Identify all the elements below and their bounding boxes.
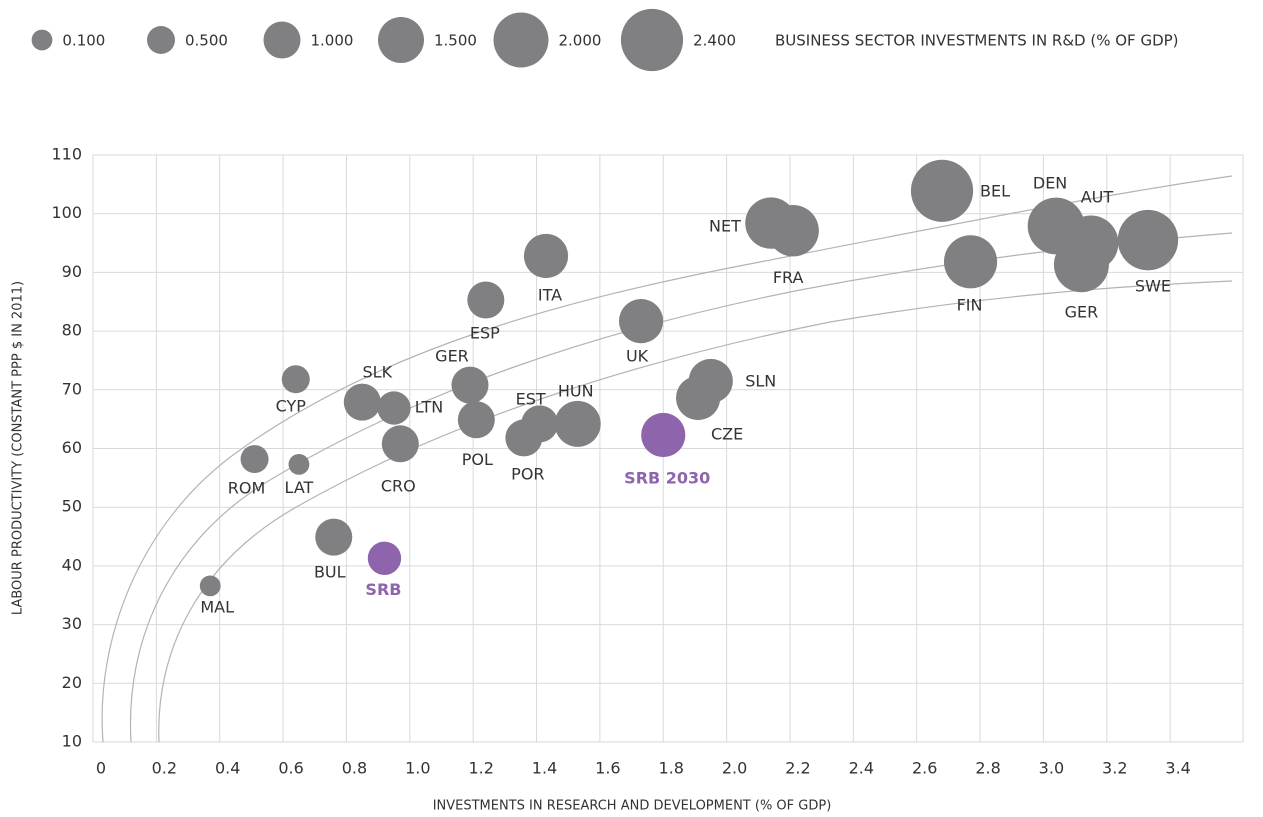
x-tick-label: 1.6 (595, 759, 620, 778)
bubble (315, 518, 353, 556)
size-legend-title: BUSINESS SECTOR INVESTMENTS IN R&D (% OF… (775, 32, 1179, 50)
bubble (240, 445, 269, 474)
x-tick-label: 1.0 (405, 759, 430, 778)
legend-bubble (147, 26, 175, 54)
bubble-label: SWE (1135, 277, 1171, 296)
y-tick-label: 70 (62, 379, 82, 398)
x-tick-label: 3.4 (1165, 759, 1190, 778)
legend-label: 2.000 (559, 32, 602, 50)
x-tick-label: 2.0 (722, 759, 747, 778)
x-tick-label: 2.2 (785, 759, 810, 778)
bubble (367, 541, 402, 575)
bubble-label: SRB (365, 580, 401, 599)
y-tick-label: 10 (62, 732, 82, 751)
bubble (199, 575, 221, 597)
bubble (457, 401, 495, 439)
bubble (1053, 237, 1109, 293)
x-tick-label: 2.6 (912, 759, 937, 778)
y-tick-label: 100 (51, 203, 82, 222)
bubble (943, 235, 998, 289)
x-axis-title: INVESTMENTS IN RESEARCH AND DEVELOPMENT … (433, 799, 832, 814)
bubble (467, 281, 505, 319)
y-tick-label: 30 (62, 614, 82, 633)
x-tick-label: 1.8 (659, 759, 684, 778)
bubble-label: ROM (228, 479, 266, 498)
bubble-label: BEL (980, 181, 1010, 200)
bubble-label: GER (435, 347, 469, 366)
bubble-label: ITA (538, 285, 562, 304)
legend-label: 1.500 (434, 32, 477, 50)
bubble-label: BUL (314, 563, 346, 582)
bubble (523, 233, 569, 279)
legend-bubble (31, 29, 53, 51)
bubble-label: ESP (470, 323, 500, 342)
legend-label: 1.000 (311, 32, 354, 50)
bubble-label: DEN (1033, 174, 1067, 193)
y-tick-label: 90 (62, 262, 82, 281)
y-tick-label: 50 (62, 497, 82, 516)
bubble-label: EST (516, 389, 546, 408)
legend-label: 0.100 (62, 32, 105, 50)
bubble-label: CRO (381, 476, 416, 495)
legend-bubble (263, 21, 301, 59)
bubble (377, 391, 411, 425)
bubble (1117, 209, 1179, 271)
x-tick-label: 0.2 (152, 759, 177, 778)
bubble-label: CZE (711, 425, 743, 444)
x-tick-label: 0.8 (342, 759, 367, 778)
x-tick-label: 3.0 (1039, 759, 1064, 778)
legend-bubble (493, 12, 549, 68)
bubble (675, 375, 721, 421)
x-tick-label: 3.2 (1102, 759, 1127, 778)
bubble (281, 365, 310, 394)
x-tick-label: 0 (96, 759, 106, 778)
trend-curve (129, 232, 1233, 743)
bubble-label: SRB 2030 (624, 468, 710, 487)
bubble-label: SLN (745, 371, 776, 390)
bubble (381, 425, 419, 463)
legend-bubble (378, 17, 424, 63)
x-tick-label: 2.8 (975, 759, 1000, 778)
x-tick-label: 1.4 (532, 759, 557, 778)
bubble (288, 453, 310, 475)
bubble-label: FIN (957, 295, 983, 314)
bubble-label: LAT (285, 478, 314, 497)
x-tick-label: 1.2 (468, 759, 493, 778)
y-tick-label: 80 (62, 321, 82, 340)
bubble (910, 159, 974, 222)
y-tick-label: 110 (51, 145, 82, 164)
bubble-label: GER (1065, 302, 1099, 321)
bubble (618, 299, 664, 344)
bubble (505, 419, 543, 457)
x-tick-label: 0.6 (278, 759, 303, 778)
bubble-label: HUN (558, 381, 594, 400)
bubble (343, 383, 381, 421)
bubble-label: MAL (200, 597, 234, 616)
x-tick-label: 0.4 (215, 759, 240, 778)
y-tick-label: 60 (62, 438, 82, 457)
bubble (767, 205, 819, 257)
bubble-label: AUT (1081, 188, 1114, 207)
bubble-label: FRA (773, 268, 804, 287)
bubble (554, 400, 601, 447)
bubble-label: POL (462, 450, 493, 469)
bubble-label: SLK (363, 363, 393, 382)
bubble-label: LTN (415, 397, 443, 416)
legend-bubble (620, 8, 684, 72)
bubble (641, 412, 686, 458)
legend-label: 0.500 (185, 32, 228, 50)
bubble-label: POR (511, 464, 544, 483)
bubble-label: NET (709, 217, 741, 236)
bubble (451, 366, 489, 404)
x-tick-label: 2.4 (849, 759, 874, 778)
trend-curve (101, 175, 1233, 743)
trend-curve (158, 280, 1233, 743)
y-tick-label: 20 (62, 673, 82, 692)
legend-label: 2.400 (693, 32, 736, 50)
y-axis-title: LABOUR PRODUCTIVITY (CONSTANT PPP $ IN 2… (11, 281, 26, 615)
y-tick-label: 40 (62, 555, 82, 574)
bubble-label: UK (626, 347, 649, 366)
bubble-label: CYP (276, 397, 307, 416)
